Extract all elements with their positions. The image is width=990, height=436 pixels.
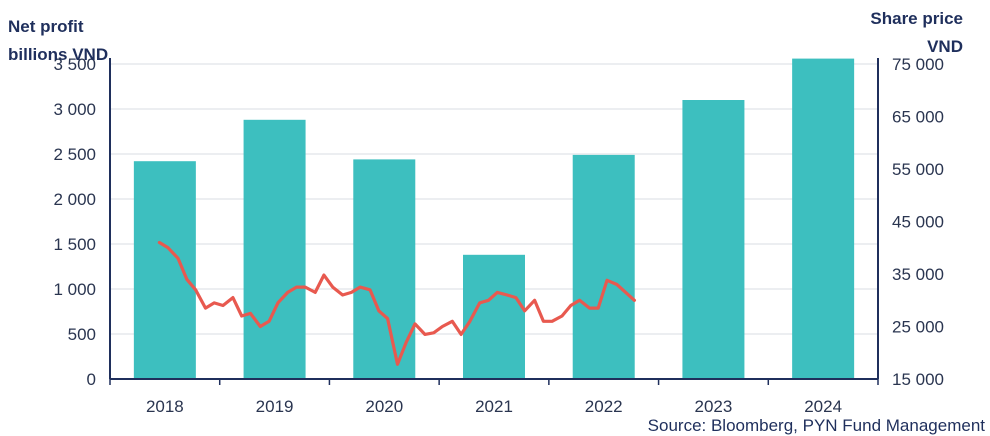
left-tick-label-4: 2 000 (53, 190, 96, 209)
bar-2019 (243, 119, 306, 380)
bar-2023 (682, 100, 745, 379)
right-tick-label-1: 25 000 (892, 318, 944, 337)
x-label-2018: 2018 (146, 397, 184, 416)
right-axis-title-line1: Share price (870, 9, 963, 28)
left-tick-label-1: 500 (68, 325, 96, 344)
bar-2022 (572, 154, 635, 379)
source-note: Source: Bloomberg, PYN Fund Management (648, 416, 986, 435)
right-axis-title-line2: VND (927, 37, 963, 56)
x-label-2021: 2021 (475, 397, 513, 416)
bars (133, 58, 855, 380)
x-label-2022: 2022 (585, 397, 623, 416)
tick-labels: 0 500 1 000 1 500 2 000 2 500 3 000 3 500 15 000… (53, 55, 944, 416)
gridlines (110, 63, 878, 335)
left-tick-label-5: 2 500 (53, 145, 96, 164)
axes (109, 58, 879, 385)
left-tick-label-3: 1 500 (53, 235, 96, 254)
share-price-line (157, 240, 637, 366)
bar-2024 (792, 58, 855, 379)
right-tick-label-0: 15 000 (892, 370, 944, 389)
x-label-2024: 2024 (804, 397, 842, 416)
left-tick-label-2: 1 000 (53, 280, 96, 299)
left-tick-label-7: 3 500 (53, 55, 96, 74)
x-label-2019: 2019 (256, 397, 294, 416)
right-tick-label-4: 55 000 (892, 160, 944, 179)
bar-2018 (133, 161, 196, 379)
right-tick-label-5: 65 000 (892, 108, 944, 127)
x-label-2020: 2020 (365, 397, 403, 416)
share-price-polyline (157, 240, 637, 366)
left-tick-label-6: 3 000 (53, 100, 96, 119)
x-label-2023: 2023 (695, 397, 733, 416)
right-tick-label-2: 35 000 (892, 265, 944, 284)
left-tick-label-0: 0 (87, 370, 96, 389)
left-axis-title-line2: billions VND (8, 45, 108, 64)
right-tick-label-3: 45 000 (892, 213, 944, 232)
left-axis-title-line1: Net profit (8, 17, 84, 36)
right-tick-label-6: 75 000 (892, 55, 944, 74)
